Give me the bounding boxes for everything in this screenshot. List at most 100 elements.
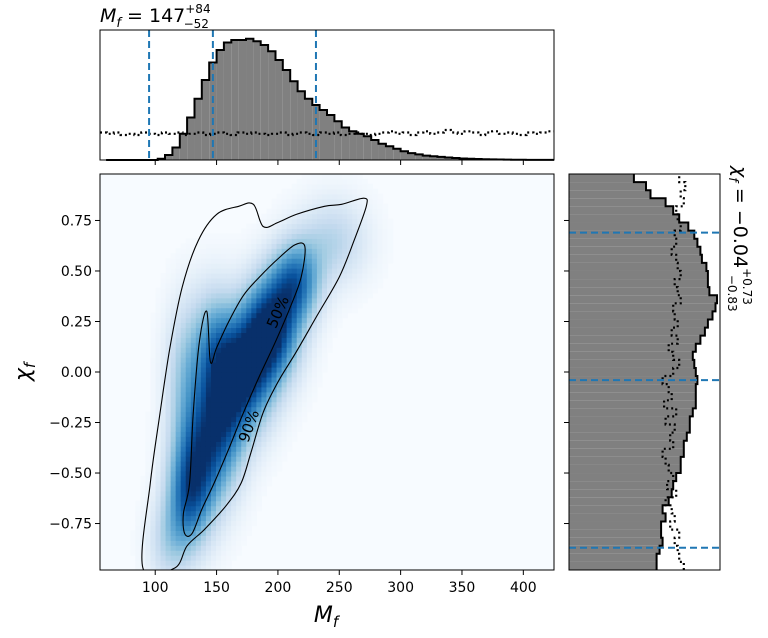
- density-cell: [231, 248, 237, 254]
- mf-bin: [363, 136, 372, 160]
- density-cell: [246, 446, 252, 452]
- density-cell: [261, 372, 268, 378]
- density-cell: [296, 292, 303, 299]
- density-cell: [221, 471, 227, 477]
- density-cell: [226, 258, 232, 264]
- density-cell: [281, 396, 288, 403]
- density-cell: [266, 332, 273, 338]
- density-cell: [357, 218, 363, 225]
- density-cell: [296, 312, 303, 319]
- density-cell: [221, 540, 227, 546]
- density-cell: [261, 337, 268, 343]
- density-cell: [140, 555, 146, 561]
- density-cell: [210, 347, 217, 353]
- density-cell: [337, 282, 343, 289]
- density-cell: [135, 520, 141, 527]
- density-cell: [190, 376, 197, 383]
- density-cell: [276, 337, 283, 343]
- density-cell: [246, 327, 252, 333]
- density-cell: [221, 406, 227, 413]
- density-cell: [332, 174, 338, 180]
- density-cell: [236, 238, 242, 244]
- density-cell: [236, 233, 242, 239]
- density-cell: [236, 381, 242, 388]
- density-cell: [266, 386, 273, 393]
- density-cell: [281, 332, 288, 338]
- density-cell: [175, 475, 182, 482]
- density-cell: [200, 446, 207, 452]
- density-cell: [332, 203, 338, 210]
- density-cell: [190, 545, 197, 551]
- density-cell: [190, 525, 197, 531]
- mf-bin: [356, 133, 364, 160]
- density-cell: [140, 480, 146, 487]
- density-cell: [291, 317, 298, 324]
- density-cell: [180, 287, 187, 294]
- density-cell: [246, 233, 252, 239]
- density-cell: [316, 372, 323, 378]
- density-cell: [145, 426, 152, 432]
- density-cell: [195, 411, 202, 418]
- density-cell: [281, 277, 288, 284]
- density-cell: [276, 292, 283, 299]
- density-cell: [316, 248, 323, 254]
- chif-bin: [569, 440, 684, 449]
- density-cell: [301, 396, 308, 403]
- density-cell: [347, 282, 353, 289]
- density-cell: [357, 208, 363, 215]
- density-cell: [357, 268, 363, 274]
- density-cell: [160, 431, 167, 437]
- density-cell: [210, 560, 217, 566]
- density-cell: [221, 273, 227, 279]
- density-cell: [301, 233, 308, 239]
- density-cell: [347, 302, 353, 309]
- density-cell: [160, 426, 167, 432]
- density-cell: [190, 565, 197, 570]
- density-cell: [311, 322, 318, 329]
- density-cell: [332, 233, 338, 239]
- density-cell: [276, 238, 283, 244]
- density-cell: [216, 485, 222, 492]
- density-cell: [200, 238, 207, 244]
- x-tick-label: 100: [142, 580, 169, 596]
- density-cell: [195, 277, 202, 284]
- density-cell: [286, 277, 293, 284]
- density-cell: [276, 362, 283, 368]
- density-cell: [210, 287, 217, 294]
- density-cell: [155, 515, 162, 522]
- density-cell: [155, 376, 162, 383]
- density-cell: [180, 485, 187, 492]
- density-cell: [296, 322, 303, 329]
- density-cell: [281, 376, 288, 383]
- density-cell: [271, 198, 278, 205]
- density-cell: [372, 203, 379, 210]
- density-cell: [251, 248, 257, 254]
- density-cell: [251, 376, 257, 383]
- chif-bin: [569, 303, 716, 312]
- density-cell: [210, 342, 217, 348]
- density-cell: [266, 253, 273, 259]
- density-cell: [140, 505, 146, 512]
- density-cell: [185, 287, 192, 294]
- density-cell: [352, 263, 358, 269]
- density-cell: [195, 362, 202, 368]
- density-cell: [251, 277, 257, 284]
- density-cell: [296, 367, 303, 373]
- density-cell: [271, 273, 278, 279]
- density-cell: [261, 475, 268, 482]
- density-cell: [266, 376, 273, 383]
- density-cell: [311, 381, 318, 388]
- density-cell: [291, 362, 298, 368]
- mf-bin: [304, 98, 313, 160]
- density-cell: [306, 233, 313, 239]
- density-cell: [216, 307, 222, 314]
- density-cell: [256, 233, 263, 239]
- density-cell: [180, 292, 187, 299]
- density-cell: [195, 485, 202, 492]
- density-cell: [276, 307, 283, 314]
- density-cell: [251, 317, 257, 324]
- density-cell: [256, 258, 263, 264]
- density-cell: [175, 357, 182, 363]
- density-cell: [342, 268, 348, 274]
- density-cell: [266, 431, 273, 437]
